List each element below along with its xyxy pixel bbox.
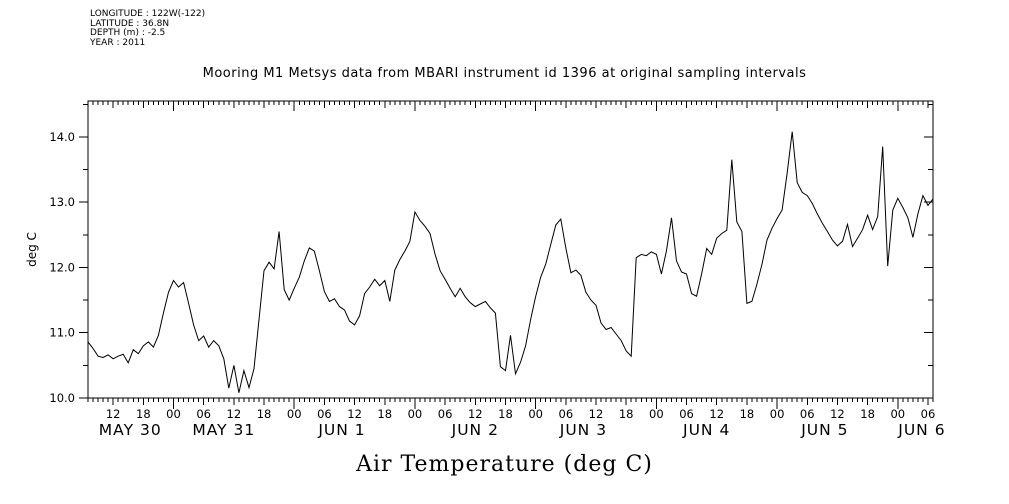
x-day-label: JUN 1 [317, 421, 365, 439]
y-tick-label: 12.0 [49, 260, 75, 274]
x-tick-label: 18 [740, 407, 755, 421]
x-tick-label: 06 [438, 407, 453, 421]
x-day-label: JUN 3 [559, 421, 607, 439]
x-tick-label: 00 [287, 407, 302, 421]
x-tick-label: 12 [709, 407, 724, 421]
temperature-series-line [87, 131, 934, 393]
x-tick-label: 00 [770, 407, 785, 421]
x-tick-label: 00 [528, 407, 543, 421]
x-tick-label: 06 [800, 407, 815, 421]
x-tick-label: 00 [649, 407, 664, 421]
metadata-depth: DEPTH (m) : -2.5 [90, 28, 166, 38]
x-tick-label: 06 [196, 407, 211, 421]
x-tick-label: 06 [679, 407, 694, 421]
metadata-longitude: LONGITUDE : 122W(-122) [90, 9, 206, 19]
x-tick-label: 00 [166, 407, 181, 421]
x-tick-label: 12 [830, 407, 845, 421]
x-tick-label: 00 [408, 407, 423, 421]
metadata-block: LONGITUDE : 122W(-122) LATITUDE : 36.8N … [90, 9, 206, 48]
y-tick-label: 10.0 [49, 391, 75, 405]
x-axis-title: Air Temperature (deg C) [356, 452, 653, 477]
x-tick-label: 18 [257, 407, 272, 421]
x-day-label: MAY 30 [99, 421, 162, 439]
metadata-latitude: LATITUDE : 36.8N [90, 18, 170, 29]
y-tick-label: 14.0 [49, 130, 75, 144]
x-day-label: JUN 2 [451, 421, 499, 439]
axis-box [87, 100, 934, 399]
x-day-label: MAY 31 [192, 421, 255, 439]
x-tick-label: 12 [227, 407, 242, 421]
y-axis-title: deg C [25, 232, 39, 267]
x-tick-label: 06 [559, 407, 574, 421]
x-tick-label: 00 [890, 407, 905, 421]
x-tick-label: 18 [377, 407, 392, 421]
plot-title: Mooring M1 Metsys data from MBARI instru… [202, 66, 807, 81]
x-day-label: JUN 6 [897, 421, 945, 439]
x-tick-label: 06 [317, 407, 332, 421]
x-tick-label: 12 [468, 407, 483, 421]
x-tick-label: 18 [619, 407, 634, 421]
x-tick-label: 12 [347, 407, 362, 421]
x-tick-label: 18 [498, 407, 513, 421]
x-tick-label: 12 [589, 407, 604, 421]
y-tick-label: 13.0 [49, 195, 75, 209]
x-day-label: JUN 4 [682, 421, 730, 439]
x-tick-label: 12 [106, 407, 121, 421]
x-tick-label: 18 [860, 407, 875, 421]
y-tick-label: 11.0 [49, 326, 75, 340]
x-day-label: JUN 5 [800, 421, 848, 439]
x-tick-label: 06 [921, 407, 936, 421]
metadata-year: YEAR : 2011 [90, 37, 146, 48]
x-tick-label: 18 [136, 407, 151, 421]
